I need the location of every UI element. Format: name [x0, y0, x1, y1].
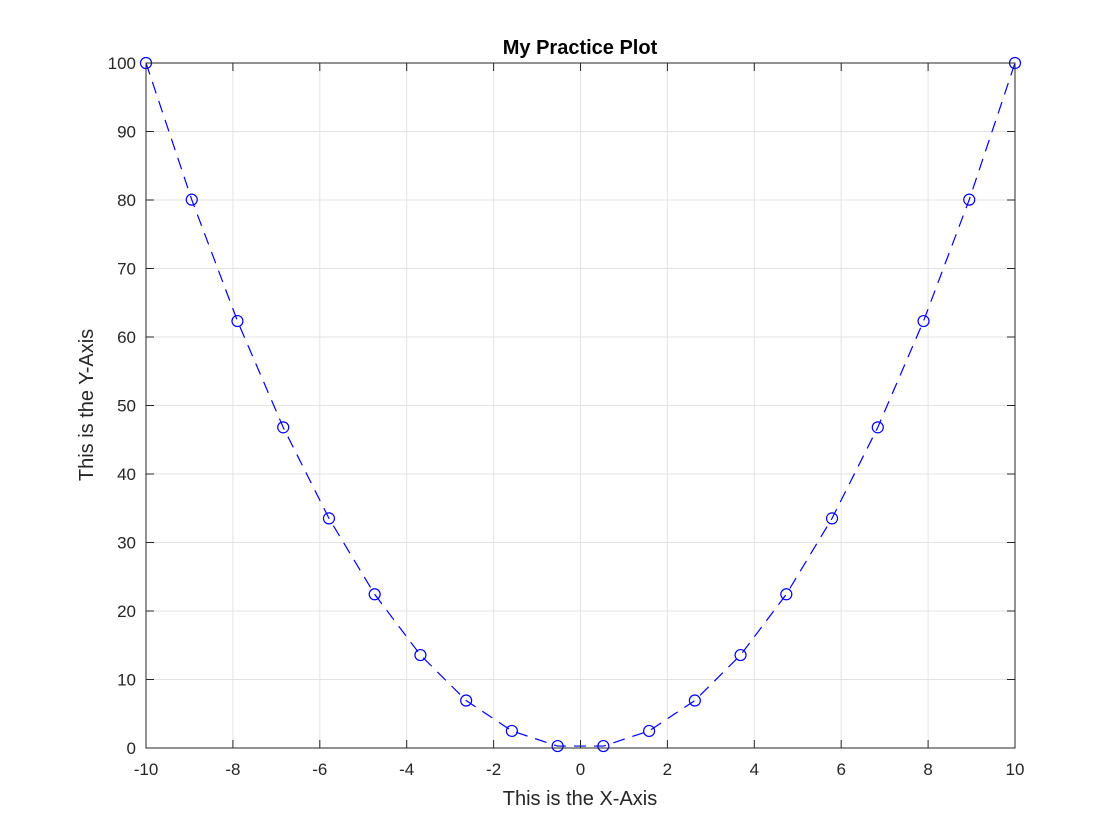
data-point [597, 739, 610, 753]
y-tick-label: 20 [117, 602, 136, 621]
x-tick-label: 2 [663, 760, 672, 779]
data-point [185, 193, 198, 206]
x-tick-label: 4 [750, 760, 759, 779]
data-point [643, 724, 656, 738]
y-tick-label: 40 [117, 465, 136, 484]
data-point [460, 694, 473, 707]
data-point [780, 588, 793, 601]
data-point [277, 421, 290, 434]
data-point [231, 314, 244, 328]
ticks [145, 62, 1016, 749]
x-tick-label: -10 [134, 760, 159, 779]
y-tick-label: 100 [108, 54, 136, 73]
data-point [414, 648, 427, 662]
x-tick-label: 0 [576, 760, 585, 779]
x-tick-label: -6 [312, 760, 327, 779]
x-axis-label: This is the X-Axis [503, 788, 657, 810]
y-tick-label: 60 [117, 328, 136, 347]
x-tick-label: 10 [1006, 760, 1025, 779]
y-tick-label: 70 [117, 260, 136, 279]
y-tick-label: 10 [117, 671, 136, 690]
x-tick-label: -2 [486, 760, 501, 779]
x-tick-label: -8 [225, 760, 240, 779]
y-tick-label: 30 [117, 534, 136, 553]
x-tick-label: -4 [399, 760, 414, 779]
y-tick-label: 80 [117, 191, 136, 210]
y-tick-label: 90 [117, 123, 136, 142]
x-tick-label: 8 [923, 760, 932, 779]
y-axis-label: This is the Y-Axis [76, 329, 98, 481]
data-point [505, 724, 518, 738]
data-point [368, 588, 381, 601]
x-tick-label: 6 [836, 760, 845, 779]
data-point [871, 421, 884, 434]
data-point [825, 512, 839, 525]
data-point [963, 193, 976, 206]
data-point [734, 648, 747, 662]
y-tick-label: 0 [127, 739, 136, 758]
data-point [688, 694, 701, 707]
y-tick-label: 50 [117, 397, 136, 416]
data-point [322, 512, 336, 525]
data-point [551, 739, 564, 753]
data-point [917, 314, 930, 328]
chart-title: My Practice Plot [503, 37, 658, 59]
